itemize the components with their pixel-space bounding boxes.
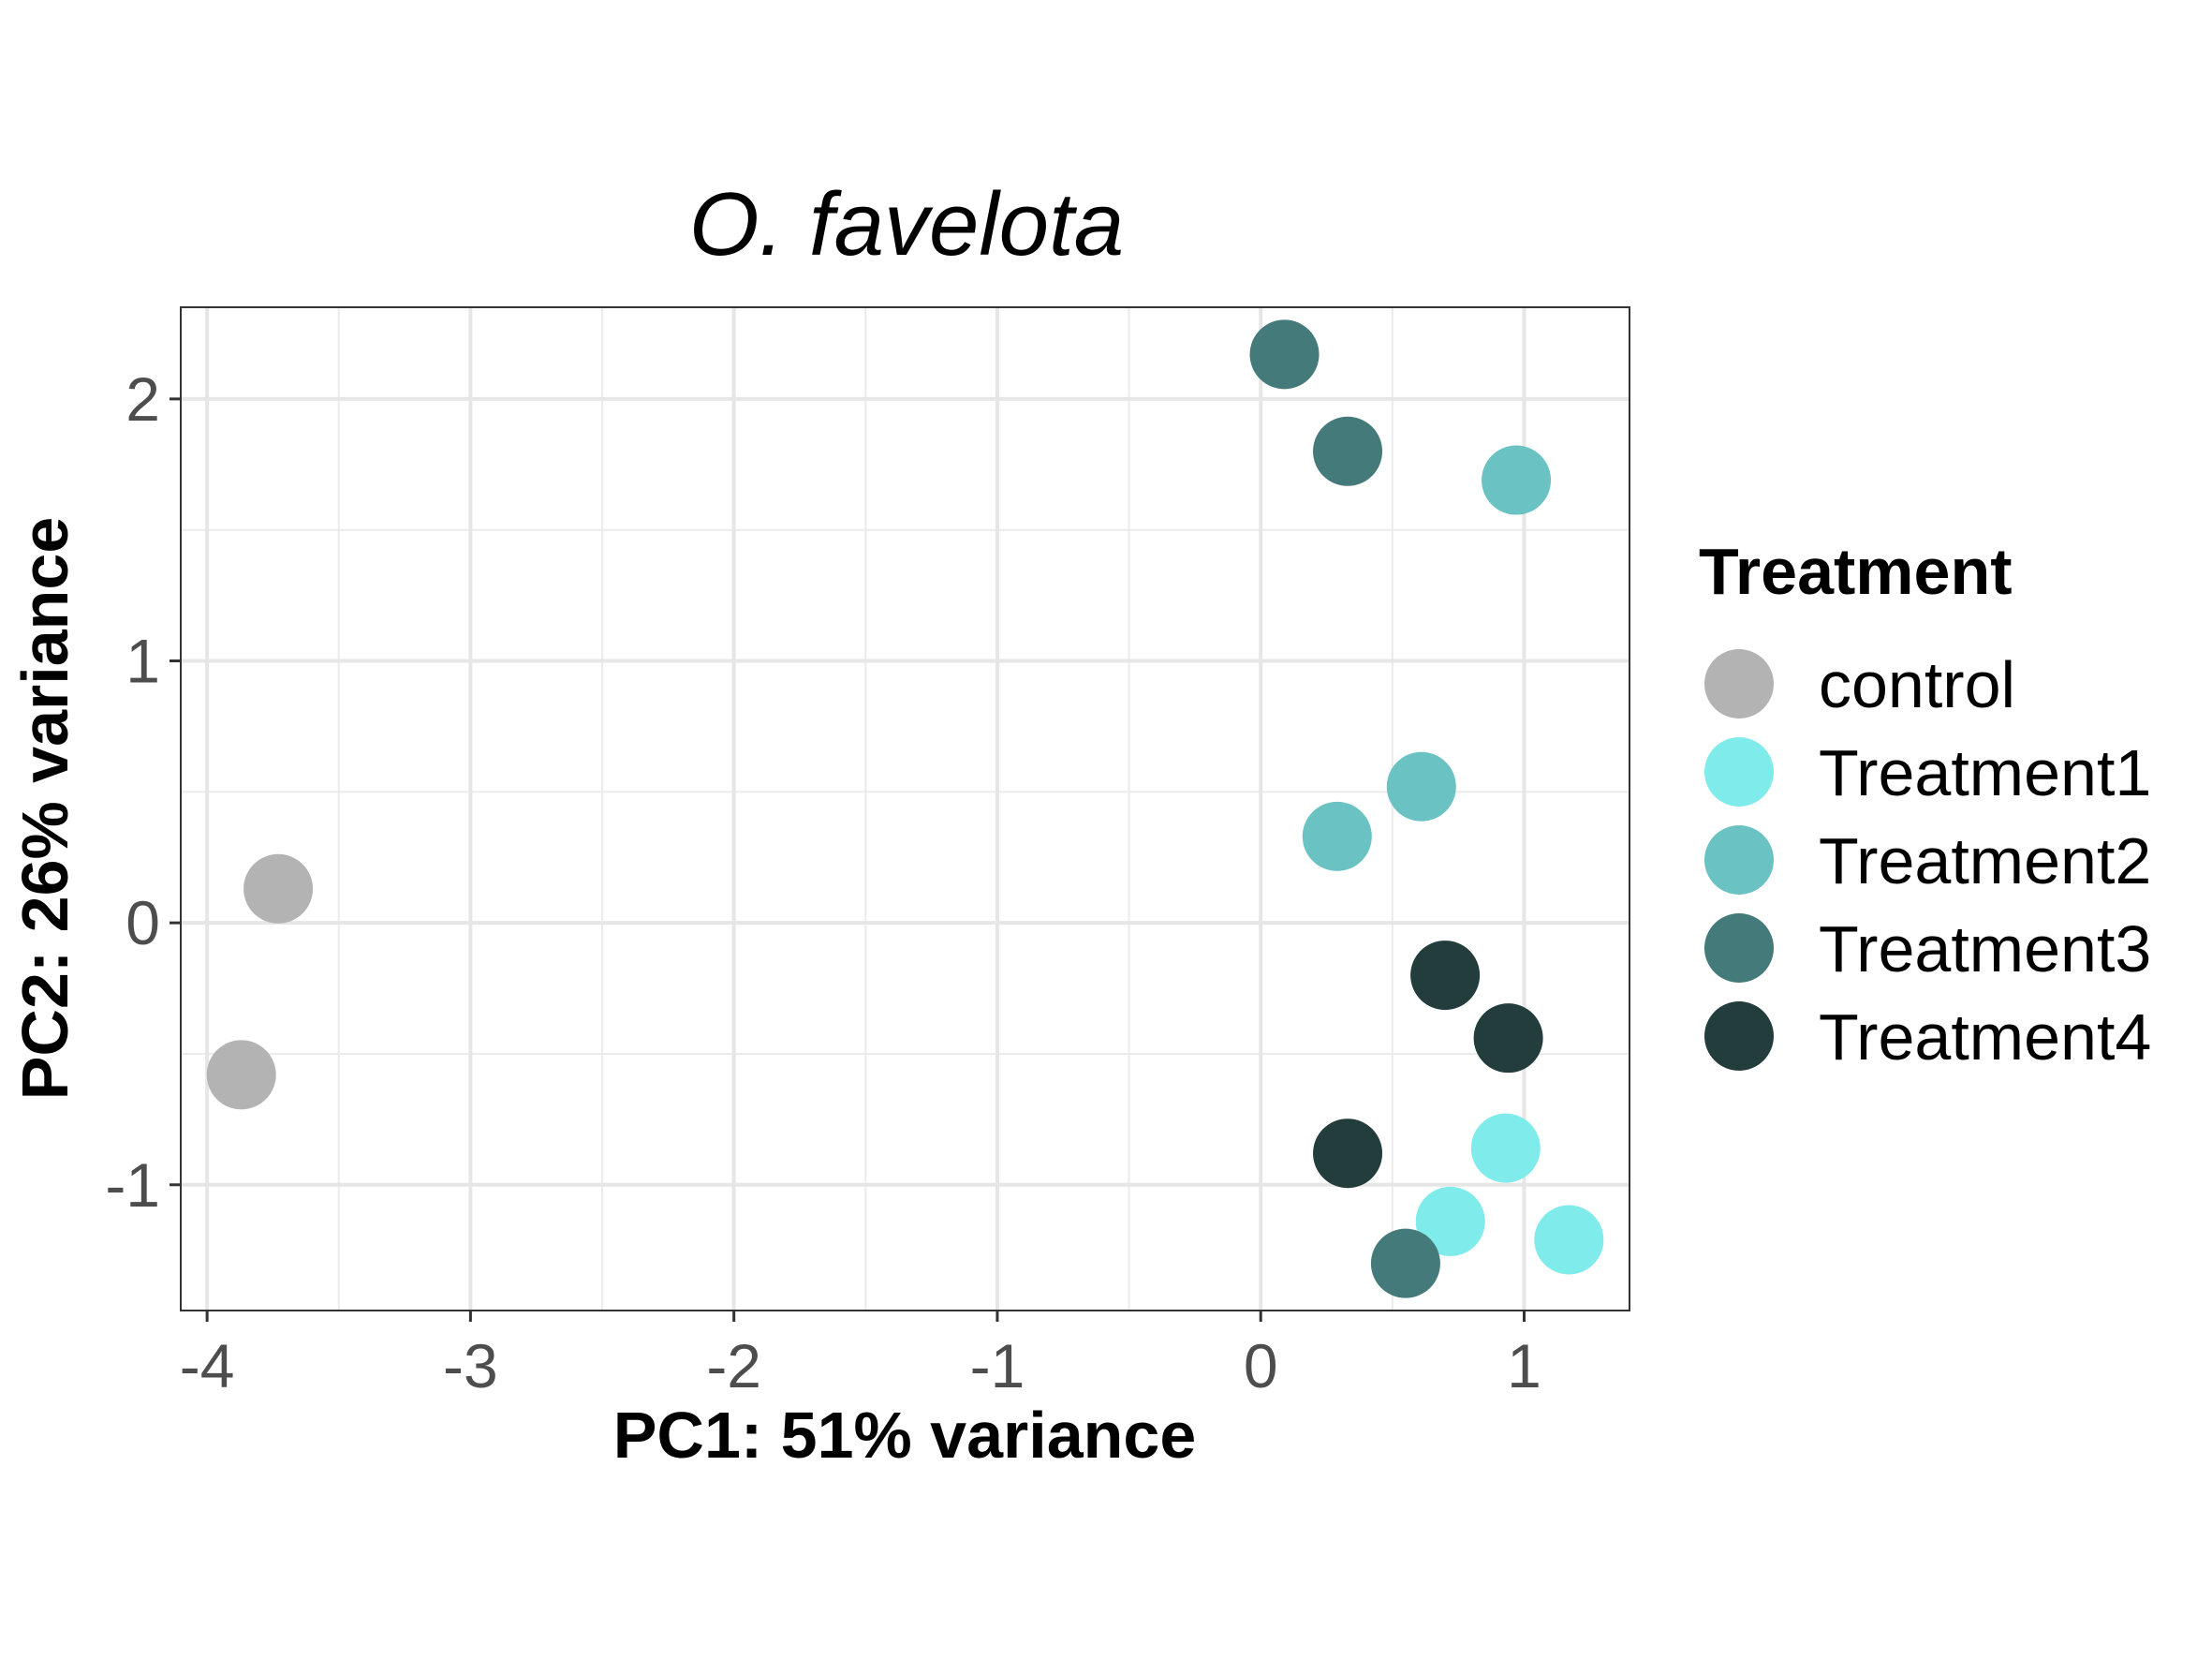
data-point-treatment4 [1410,941,1481,1011]
data-point-control [206,1040,276,1110]
y-axis: -1 0 1 2 [105,364,181,1220]
data-point-treatment2 [1386,751,1456,822]
data-point-treatment2 [1482,445,1552,515]
data-point-treatment1 [1534,1205,1604,1275]
legend-swatch-control [1704,649,1774,718]
gridlines [181,307,1630,1311]
x-axis: -4 -3 -2 -1 0 1 [180,1311,1541,1400]
legend-swatch-treatment4 [1704,1001,1774,1071]
x-tick-label: -3 [443,1331,498,1400]
data-point-treatment1 [1415,1186,1485,1256]
x-axis-title: PC1: 51% variance [613,1399,1197,1472]
x-tick-label: -1 [970,1331,1025,1400]
x-tick-label: -2 [706,1331,761,1400]
legend-label-control: control [1819,648,2015,721]
legend-swatch-treatment2 [1704,825,1774,895]
legend: Treatment control Treatment1 Treatment2 Tre… [1699,535,2151,1074]
y-tick-label: -1 [105,1150,160,1220]
data-point-control [243,853,314,924]
y-axis-title: PC2: 26% variance [8,517,81,1101]
legend-label-treatment3: Treatment3 [1819,912,2151,985]
data-point-treatment4 [1473,1003,1543,1074]
legend-swatch-treatment3 [1704,913,1774,983]
panel-background [181,307,1630,1311]
y-tick-label: 0 [125,888,160,957]
legend-swatch-treatment1 [1704,737,1774,807]
x-tick-label: 1 [1507,1331,1541,1400]
panel-border [180,306,1630,1311]
x-tick-label: -4 [180,1331,235,1400]
plot-panel [180,306,1630,1311]
legend-label-treatment1: Treatment1 [1819,736,2151,809]
y-tick-label: 1 [125,627,160,696]
legend-items: control Treatment1 Treatment2 Treatment3 Tre… [1704,648,2151,1074]
data-point-treatment3 [1313,416,1383,486]
chart-title: O. favelota [689,174,1124,274]
data-point-treatment3 [1249,319,1320,390]
data-point-treatment1 [1470,1113,1541,1183]
x-tick-label: 0 [1244,1331,1278,1400]
data-point-treatment3 [1370,1228,1440,1298]
data-point-treatment4 [1313,1118,1383,1189]
data-point-treatment2 [1302,801,1372,871]
data-points [206,319,1604,1298]
legend-title: Treatment [1699,535,2013,608]
legend-label-treatment4: Treatment4 [1819,1000,2151,1074]
legend-label-treatment2: Treatment2 [1819,824,2151,897]
y-tick-label: 2 [125,364,160,434]
